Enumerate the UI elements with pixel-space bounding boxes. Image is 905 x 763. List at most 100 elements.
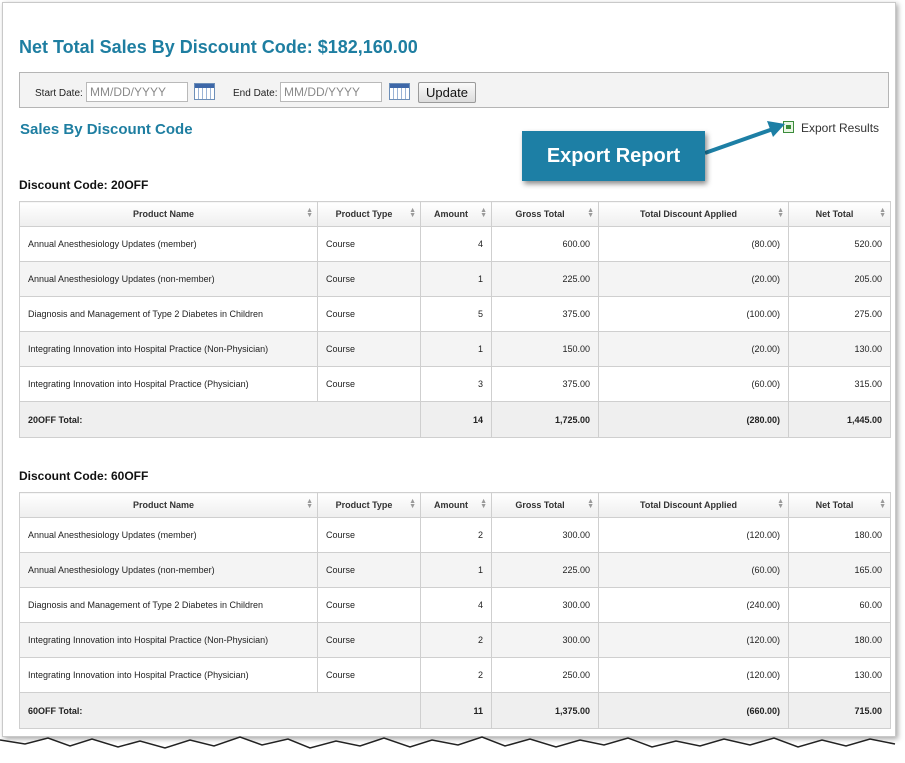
- cell-discount: (240.00): [598, 587, 789, 623]
- cell-net-total: 180.00: [788, 517, 891, 553]
- cell-net-total: 130.00: [788, 331, 891, 367]
- update-button[interactable]: Update: [418, 82, 476, 103]
- table-row: Integrating Innovation into Hospital Pra…: [19, 331, 891, 367]
- cell-product-name: Integrating Innovation into Hospital Pra…: [19, 331, 318, 367]
- cell-net-total: 130.00: [788, 657, 891, 693]
- col-total-discount[interactable]: Total Discount Applied ▲ ▼: [598, 492, 789, 518]
- col-product-type[interactable]: Product Type ▲ ▼: [317, 492, 421, 518]
- table-header-row: Product Name ▲ ▼ Product Type ▲ ▼ Amount ▲ ▼ G…: [19, 492, 891, 518]
- cell-gross-total: 250.00: [491, 657, 599, 693]
- col-gross-total[interactable]: Gross Total ▲ ▼: [491, 492, 599, 518]
- cell-product-name: Integrating Innovation into Hospital Pra…: [19, 366, 318, 402]
- total-discount: (660.00): [598, 692, 789, 729]
- callout-arrow-icon: [704, 121, 785, 155]
- cell-gross-total: 150.00: [491, 331, 599, 367]
- cell-product-type: Course: [317, 517, 421, 553]
- table-row: Annual Anesthesiology Updates (member) C…: [19, 517, 891, 553]
- col-label: Product Name: [132, 500, 194, 510]
- cell-net-total: 165.00: [788, 552, 891, 588]
- sort-icon: ▲ ▼: [409, 207, 416, 219]
- cell-product-name: Diagnosis and Management of Type 2 Diabe…: [19, 296, 318, 332]
- col-total-discount[interactable]: Total Discount Applied ▲ ▼: [598, 201, 789, 227]
- sales-table-60off: Product Name ▲ ▼ Product Type ▲ ▼ Amount ▲ ▼ G…: [19, 492, 891, 729]
- col-label: Total Discount Applied: [640, 500, 737, 510]
- cell-discount: (60.00): [598, 552, 789, 588]
- cell-net-total: 180.00: [788, 622, 891, 658]
- cell-amount: 4: [420, 226, 492, 262]
- total-net: 715.00: [788, 692, 891, 729]
- col-label: Gross Total: [515, 500, 565, 510]
- export-results-link[interactable]: Export Results: [783, 121, 879, 135]
- cell-discount: (60.00): [598, 366, 789, 402]
- table-row: Integrating Innovation into Hospital Pra…: [19, 366, 891, 402]
- col-label: Product Type: [335, 500, 393, 510]
- cell-product-type: Course: [317, 296, 421, 332]
- cell-net-total: 315.00: [788, 366, 891, 402]
- start-date-input[interactable]: [86, 82, 188, 102]
- cell-amount: 2: [420, 622, 492, 658]
- sort-icon: ▲ ▼: [306, 207, 313, 219]
- cell-product-name: Annual Anesthesiology Updates (non-membe…: [19, 261, 318, 297]
- col-label: Net Total: [815, 500, 854, 510]
- start-date-label: Start Date:: [35, 88, 83, 99]
- col-label: Product Type: [335, 209, 393, 219]
- start-calendar-icon[interactable]: [194, 83, 215, 100]
- table-row: Annual Anesthesiology Updates (member) C…: [19, 226, 891, 262]
- cell-gross-total: 225.00: [491, 261, 599, 297]
- col-label: Gross Total: [515, 209, 565, 219]
- col-product-type[interactable]: Product Type ▲ ▼: [317, 201, 421, 227]
- cell-net-total: 520.00: [788, 226, 891, 262]
- col-label: Net Total: [815, 209, 854, 219]
- cell-amount: 1: [420, 331, 492, 367]
- export-results-label: Export Results: [801, 121, 880, 135]
- col-net-total[interactable]: Net Total ▲ ▼: [788, 201, 891, 227]
- sort-icon: ▲ ▼: [777, 207, 784, 219]
- cell-net-total: 60.00: [788, 587, 891, 623]
- col-label: Total Discount Applied: [640, 209, 737, 219]
- col-label: Product Name: [132, 209, 194, 219]
- sort-icon: ▲ ▼: [879, 498, 886, 510]
- col-gross-total[interactable]: Gross Total ▲ ▼: [491, 201, 599, 227]
- cell-amount: 1: [420, 261, 492, 297]
- end-date-input[interactable]: [280, 82, 382, 102]
- col-net-total[interactable]: Net Total ▲ ▼: [788, 492, 891, 518]
- cell-gross-total: 375.00: [491, 366, 599, 402]
- group-label-60off: Discount Code: 60OFF: [19, 469, 149, 483]
- cell-gross-total: 225.00: [491, 552, 599, 588]
- cell-product-type: Course: [317, 552, 421, 588]
- sort-icon: ▲ ▼: [306, 498, 313, 510]
- cell-amount: 4: [420, 587, 492, 623]
- cell-product-type: Course: [317, 331, 421, 367]
- col-label: Amount: [434, 500, 468, 510]
- cell-discount: (120.00): [598, 622, 789, 658]
- cell-gross-total: 300.00: [491, 622, 599, 658]
- col-product-name[interactable]: Product Name ▲ ▼: [19, 492, 318, 518]
- cell-product-name: Annual Anesthesiology Updates (non-membe…: [19, 552, 318, 588]
- end-calendar-icon[interactable]: [389, 83, 410, 100]
- sort-icon: ▲ ▼: [409, 498, 416, 510]
- sort-icon: ▲ ▼: [587, 207, 594, 219]
- cell-gross-total: 600.00: [491, 226, 599, 262]
- end-date-label: End Date:: [233, 88, 278, 99]
- col-label: Amount: [434, 209, 468, 219]
- total-label: 20OFF Total:: [19, 401, 421, 438]
- total-gross: 1,375.00: [491, 692, 599, 729]
- col-amount[interactable]: Amount ▲ ▼: [420, 201, 492, 227]
- total-row: 20OFF Total: 14 1,725.00 (280.00) 1,445.…: [19, 401, 891, 438]
- cell-net-total: 275.00: [788, 296, 891, 332]
- sales-table-20off: Product Name ▲ ▼ Product Type ▲ ▼ Amount ▲ ▼ G…: [19, 201, 891, 438]
- cell-product-type: Course: [317, 587, 421, 623]
- cell-product-name: Annual Anesthesiology Updates (member): [19, 226, 318, 262]
- cell-product-type: Course: [317, 226, 421, 262]
- total-row: 60OFF Total: 11 1,375.00 (660.00) 715.00: [19, 692, 891, 729]
- sort-icon: ▲ ▼: [777, 498, 784, 510]
- total-net: 1,445.00: [788, 401, 891, 438]
- cell-discount: (20.00): [598, 331, 789, 367]
- cell-discount: (20.00): [598, 261, 789, 297]
- col-product-name[interactable]: Product Name ▲ ▼: [19, 201, 318, 227]
- export-report-callout: Export Report: [522, 131, 705, 181]
- col-amount[interactable]: Amount ▲ ▼: [420, 492, 492, 518]
- sort-icon: ▲ ▼: [879, 207, 886, 219]
- cell-gross-total: 300.00: [491, 587, 599, 623]
- table-row: Diagnosis and Management of Type 2 Diabe…: [19, 296, 891, 332]
